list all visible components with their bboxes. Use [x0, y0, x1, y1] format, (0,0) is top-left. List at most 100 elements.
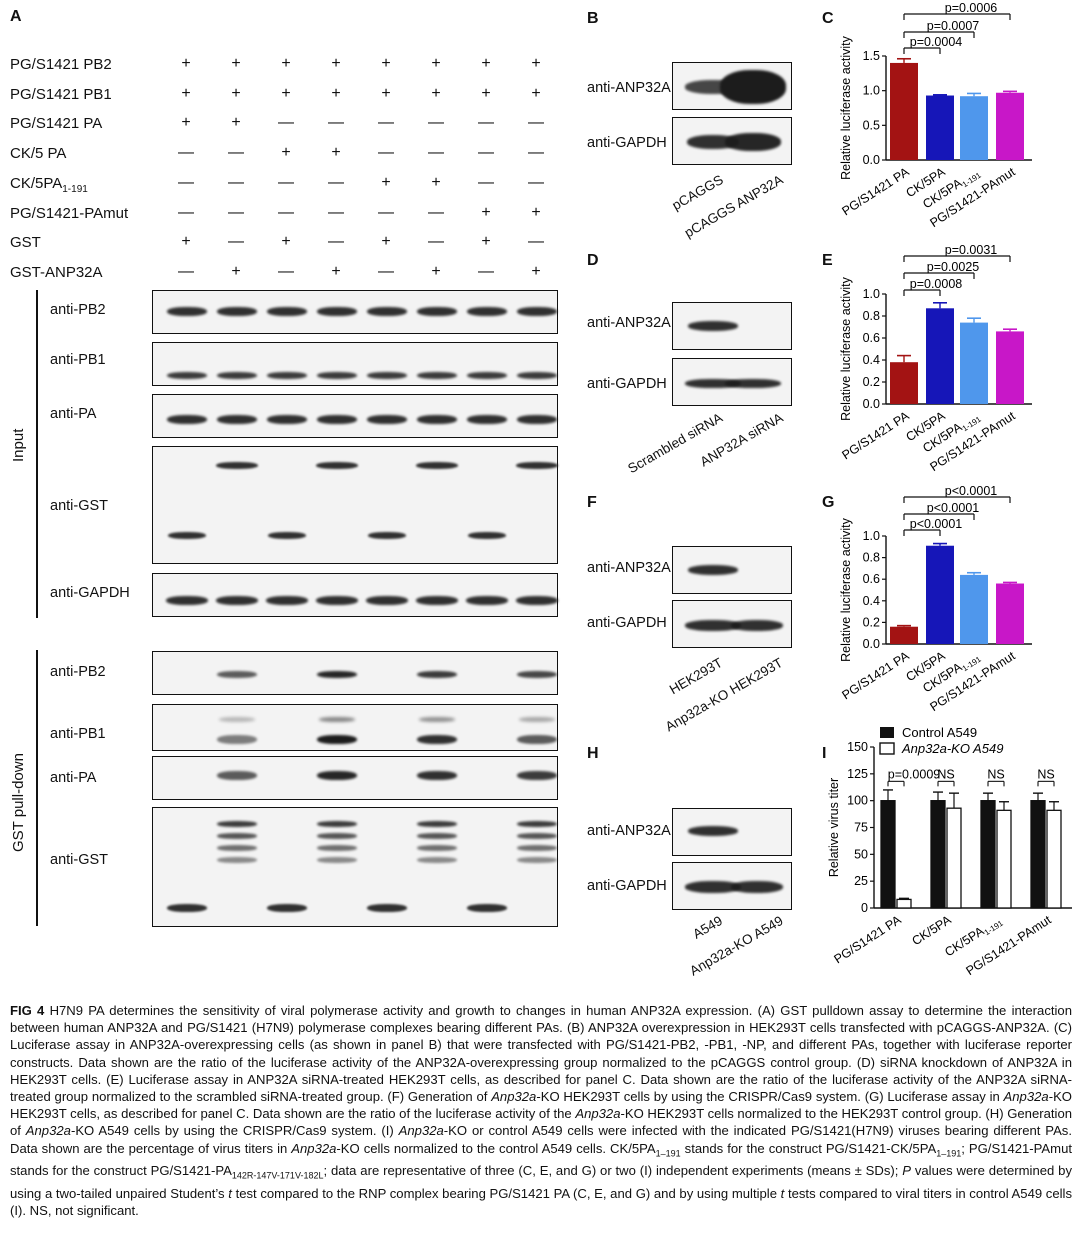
bar: [890, 62, 918, 160]
blot-band: [517, 306, 557, 316]
condition-sign: +: [481, 203, 491, 221]
caption-text: Anp32a: [291, 1140, 337, 1156]
caption-text: stands for the construct PG/S1421-CK/5PA: [680, 1140, 937, 1156]
panel-label-i: I: [822, 745, 827, 762]
y-tick-label: 1.0: [863, 84, 880, 98]
bar: [926, 308, 954, 404]
input-section-label: Input: [10, 428, 27, 462]
blot-band: [517, 821, 557, 827]
blot-band: [516, 461, 558, 469]
blot-band: [168, 531, 206, 539]
condition-label: CK/5PA1-191: [10, 174, 88, 195]
condition-sign: +: [281, 55, 291, 72]
blot-band: [731, 881, 783, 893]
bar: [926, 545, 954, 644]
condition-sign: —: [528, 144, 544, 162]
p-value: p<0.0001: [927, 501, 980, 515]
input-blot-gst: [152, 446, 558, 564]
p-value: NS: [987, 767, 1004, 781]
figure-caption: FIG 4 H7N9 PA determines the sensitivity…: [10, 1002, 1072, 1220]
blot-band: [516, 595, 558, 605]
blot-band: [467, 371, 507, 379]
y-tick-label: 125: [847, 767, 868, 781]
blot-band: [267, 371, 307, 379]
pulldown-blot-label: anti-PB2: [50, 664, 106, 680]
y-tick-label: 50: [854, 847, 868, 861]
condition-sign: +: [431, 84, 441, 102]
blot-label-b: anti-ANP32A: [587, 80, 671, 96]
condition-sign: —: [178, 262, 194, 280]
condition-sign: —: [178, 173, 194, 191]
panel-label-c: C: [822, 10, 834, 27]
blot-band: [317, 306, 357, 316]
condition-sign: —: [378, 114, 394, 132]
panel-label-e: E: [822, 252, 833, 269]
y-tick-label: 0.6: [863, 572, 880, 586]
caption-text: test compared to the RNP complex bearing…: [231, 1186, 781, 1202]
caption-text: Anp32a: [1003, 1089, 1049, 1105]
blot-band: [685, 619, 741, 631]
blot-band: [317, 670, 357, 678]
input-blot-label: anti-PB2: [50, 302, 106, 318]
blot-band: [731, 619, 783, 631]
blot-f-gapdh: [672, 600, 792, 648]
condition-sign: +: [381, 55, 391, 72]
y-tick-label: 0.4: [863, 353, 880, 367]
y-tick-label: 0.6: [863, 331, 880, 345]
condition-sign: +: [331, 84, 341, 102]
p-value: p=0.0009: [888, 767, 941, 781]
condition-sign: —: [428, 114, 444, 132]
condition-label: PG/S1421 PB2: [10, 56, 112, 73]
condition-sign: +: [531, 55, 541, 72]
blot-band: [720, 70, 786, 104]
blot-band: [467, 414, 507, 424]
condition-sign: +: [231, 262, 241, 280]
y-tick-label: 1.0: [863, 287, 880, 301]
pulldown-blot-label: anti-PB1: [50, 726, 106, 742]
condition-sign: —: [328, 233, 344, 251]
blot-band: [317, 734, 357, 744]
blot-band: [317, 770, 357, 780]
blot-band: [417, 371, 457, 379]
condition-sign: —: [178, 203, 194, 221]
condition-sign: +: [281, 233, 291, 251]
condition-sign: —: [378, 144, 394, 162]
condition-label: GST: [10, 234, 41, 252]
caption-text: Anp32a: [575, 1106, 621, 1122]
condition-sign: +: [181, 55, 191, 72]
condition-sign: +: [231, 84, 241, 102]
condition-sign: —: [328, 114, 344, 132]
caption-text: values were determined by using a two-ta…: [10, 1163, 1072, 1202]
bar: [980, 800, 996, 909]
condition-sign: —: [478, 173, 494, 191]
blot-f-anp32a: [672, 546, 792, 594]
bar: [926, 95, 954, 160]
blot-band: [688, 826, 738, 836]
blot-band: [316, 595, 358, 605]
pulldown-blot-gst: [152, 807, 558, 927]
condition-sign: —: [428, 203, 444, 221]
blot-label-b: anti-GAPDH: [587, 135, 667, 151]
condition-sign: —: [278, 203, 294, 221]
chart-e: 0.0 0.2 0.4 0.6 0.8 1.0 Relative luciferase ac…: [839, 243, 1032, 474]
blot-h-gapdh: [672, 862, 792, 910]
category-label: CK/5PA: [909, 912, 954, 948]
lane-label-b: pCAGGS ANP32A: [681, 172, 786, 241]
blot-band: [317, 857, 357, 863]
caption-text: -KO HEK293T cells normalized to the HEK2…: [10, 1106, 1073, 1139]
blot-band: [417, 414, 457, 424]
bar: [880, 800, 896, 909]
y-axis-label: Relative luciferase activity: [839, 517, 853, 662]
y-tick-label: 0.2: [863, 615, 880, 629]
blot-b-gapdh: [672, 117, 792, 165]
blot-band: [216, 595, 258, 605]
condition-sign: —: [528, 173, 544, 191]
y-tick-label: 0.8: [863, 551, 880, 565]
y-tick-label: 0.4: [863, 594, 880, 608]
blot-band: [266, 595, 308, 605]
bar: [890, 626, 918, 644]
caption-text: t: [780, 1186, 785, 1202]
category-label: PG/S1421-PAmut: [963, 912, 1054, 978]
condition-sign: —: [428, 144, 444, 162]
blot-band: [166, 595, 208, 605]
